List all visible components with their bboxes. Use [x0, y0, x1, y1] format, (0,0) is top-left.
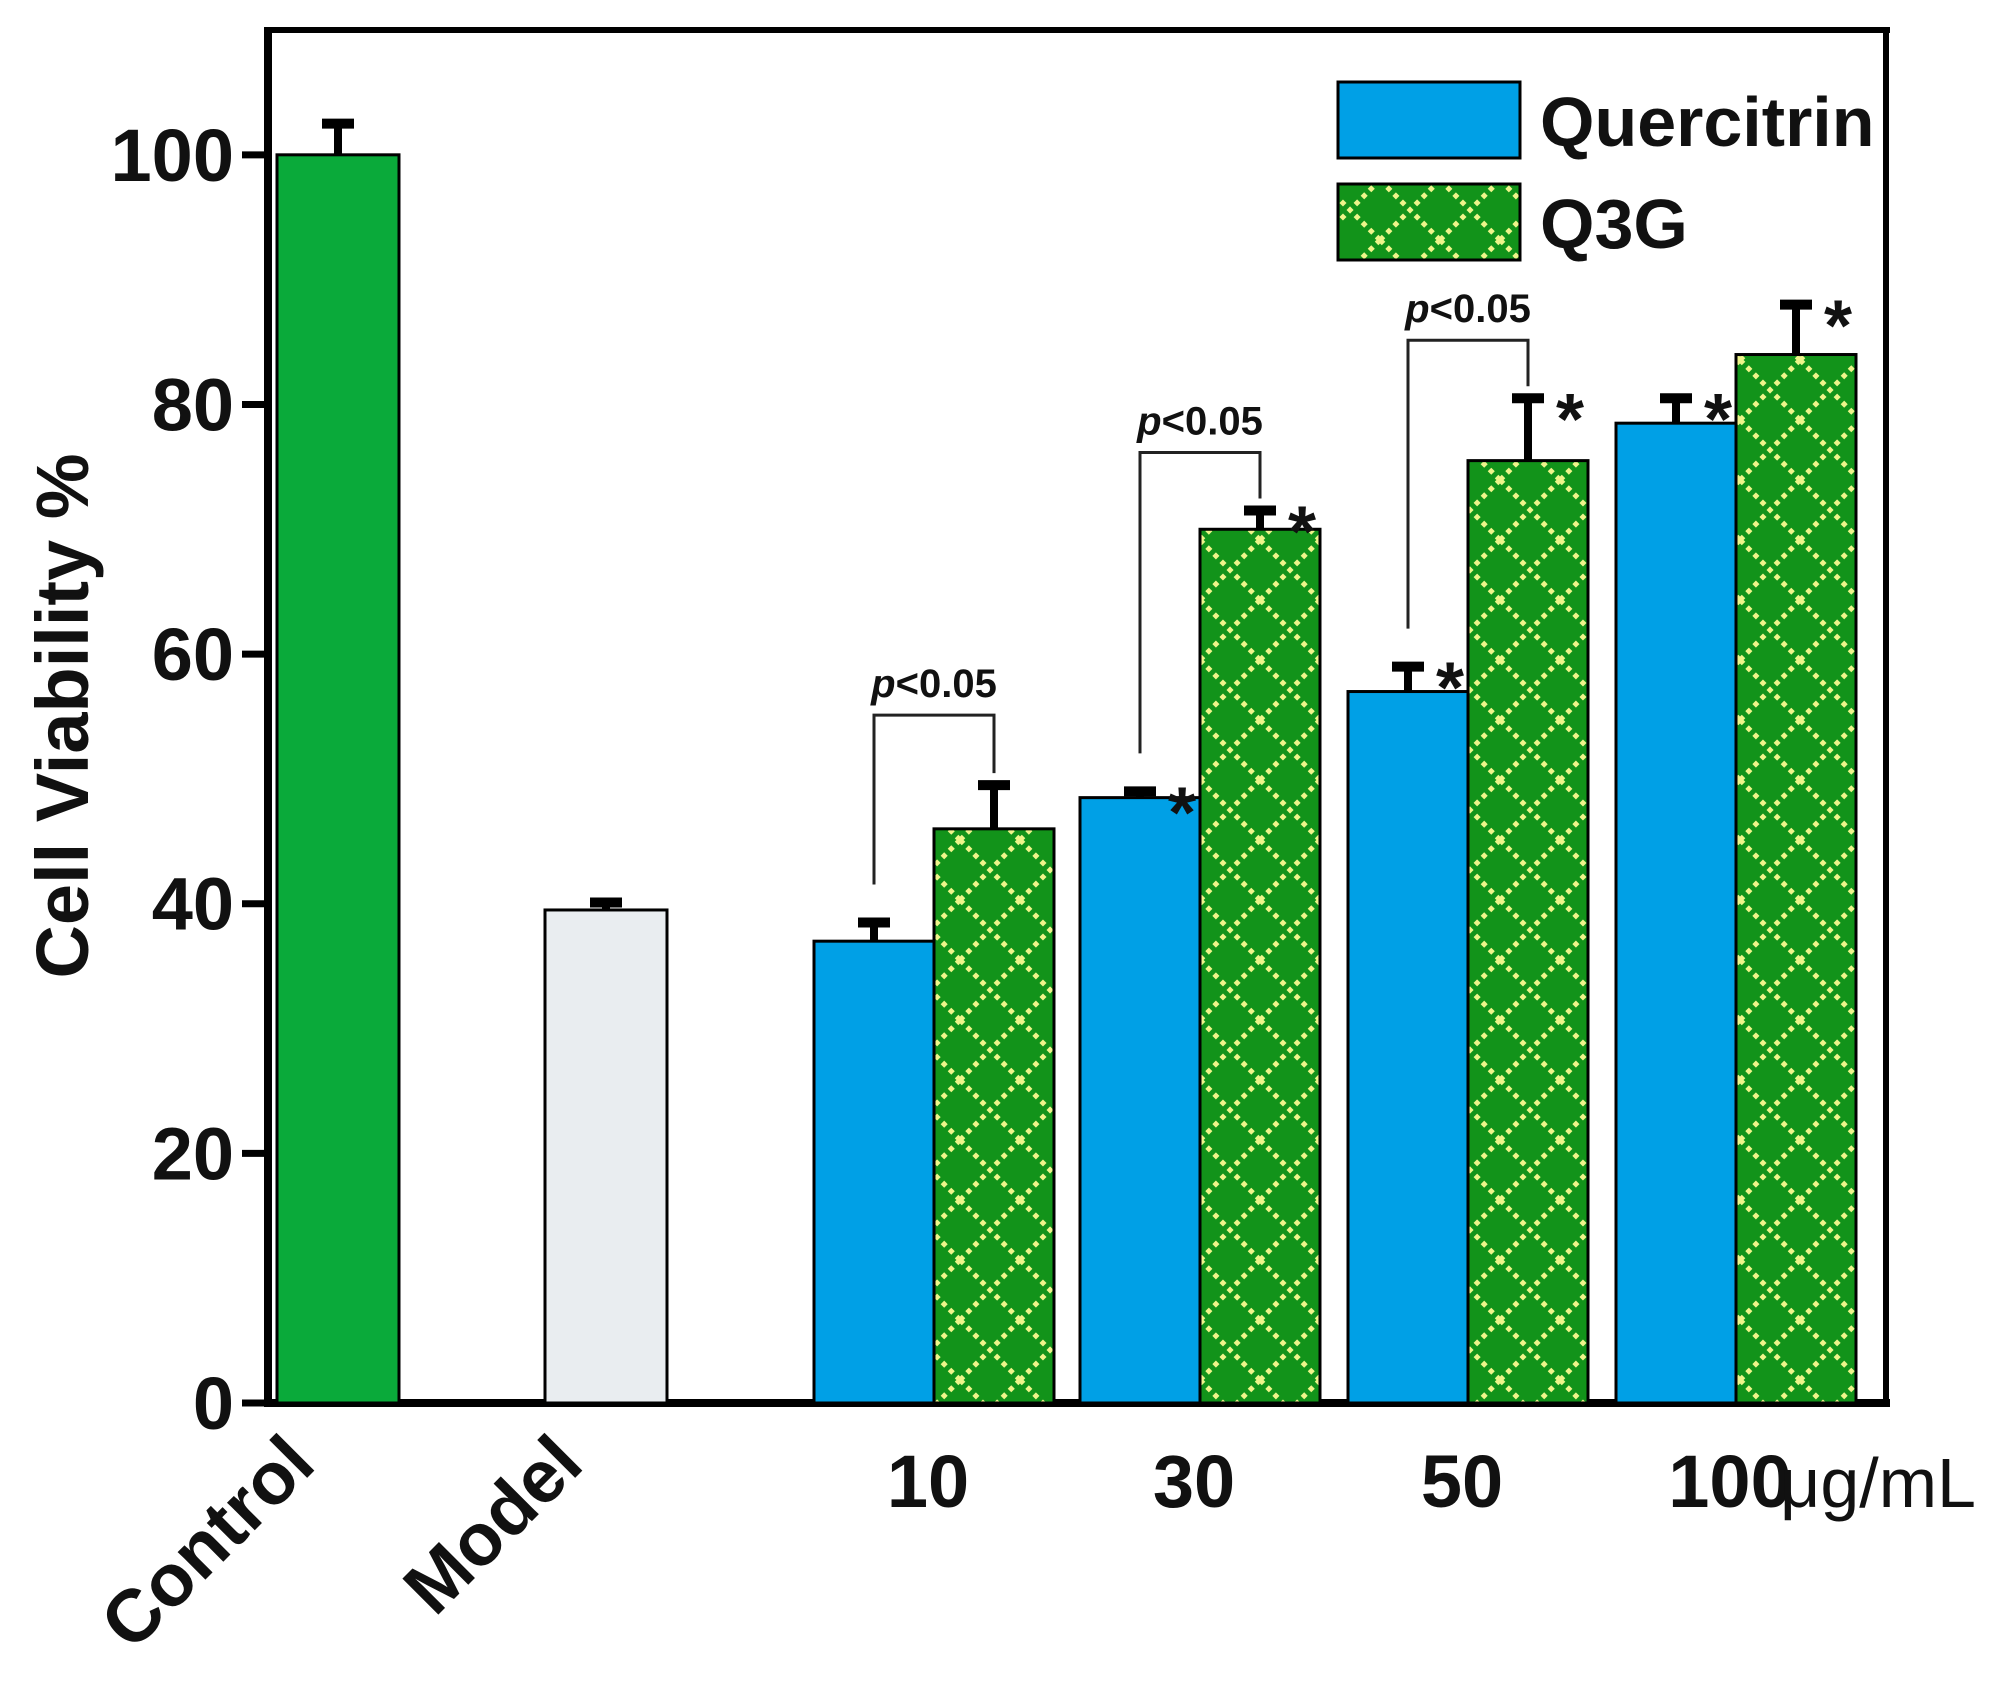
- bar-quercitrin-30: [1078, 796, 1202, 1405]
- significance-bracket: [872, 713, 996, 885]
- significance-label: p<0.05: [1136, 400, 1263, 444]
- x-label-control: Control: [85, 1420, 330, 1665]
- x-unit-label: μg/mL: [1780, 1444, 1976, 1522]
- y-tick-label: 60: [152, 613, 234, 696]
- significance-star: *: [1704, 380, 1732, 460]
- x-label-model: Model: [387, 1420, 597, 1630]
- legend-swatch-quercitrin: [1336, 80, 1522, 160]
- x-label-50: 50: [1421, 1440, 1503, 1523]
- significance-bracket: [1406, 338, 1530, 629]
- significance-star: *: [1556, 380, 1584, 460]
- legend-label-quercitrin: Quercitrin: [1540, 83, 1875, 161]
- bar-quercitrin-10: [812, 939, 936, 1405]
- y-tick-label: 80: [152, 363, 234, 446]
- significance-star: *: [1288, 493, 1316, 573]
- bar-q3g-100: [1734, 353, 1858, 1405]
- significance-label: p<0.05: [870, 662, 997, 706]
- x-label-10: 10: [887, 1440, 969, 1523]
- y-tick-label: 100: [111, 114, 234, 197]
- y-tick-label: 40: [152, 863, 234, 946]
- y-axis-label: Cell Viability %: [21, 453, 104, 978]
- bar-q3g-30: [1198, 527, 1322, 1405]
- bar-quercitrin-50: [1346, 690, 1470, 1405]
- x-label-100: 100: [1668, 1440, 1791, 1523]
- y-tick-label: 20: [152, 1112, 234, 1195]
- x-label-30: 30: [1153, 1440, 1235, 1523]
- significance-label: p<0.05: [1404, 287, 1531, 331]
- y-tick-label: 0: [193, 1362, 234, 1445]
- bar-model: [543, 908, 669, 1405]
- bar-q3g-50: [1466, 459, 1590, 1405]
- significance-star: *: [1436, 649, 1464, 729]
- significance-star: *: [1168, 773, 1196, 853]
- significance-bracket: [1138, 451, 1262, 754]
- significance-star: *: [1824, 287, 1852, 367]
- bar-quercitrin-100: [1614, 421, 1738, 1405]
- bar-q3g-10: [932, 827, 1056, 1405]
- bar-control: [275, 153, 401, 1405]
- legend-label-q3g: Q3G: [1540, 185, 1688, 263]
- legend-swatch-q3g: [1336, 182, 1522, 262]
